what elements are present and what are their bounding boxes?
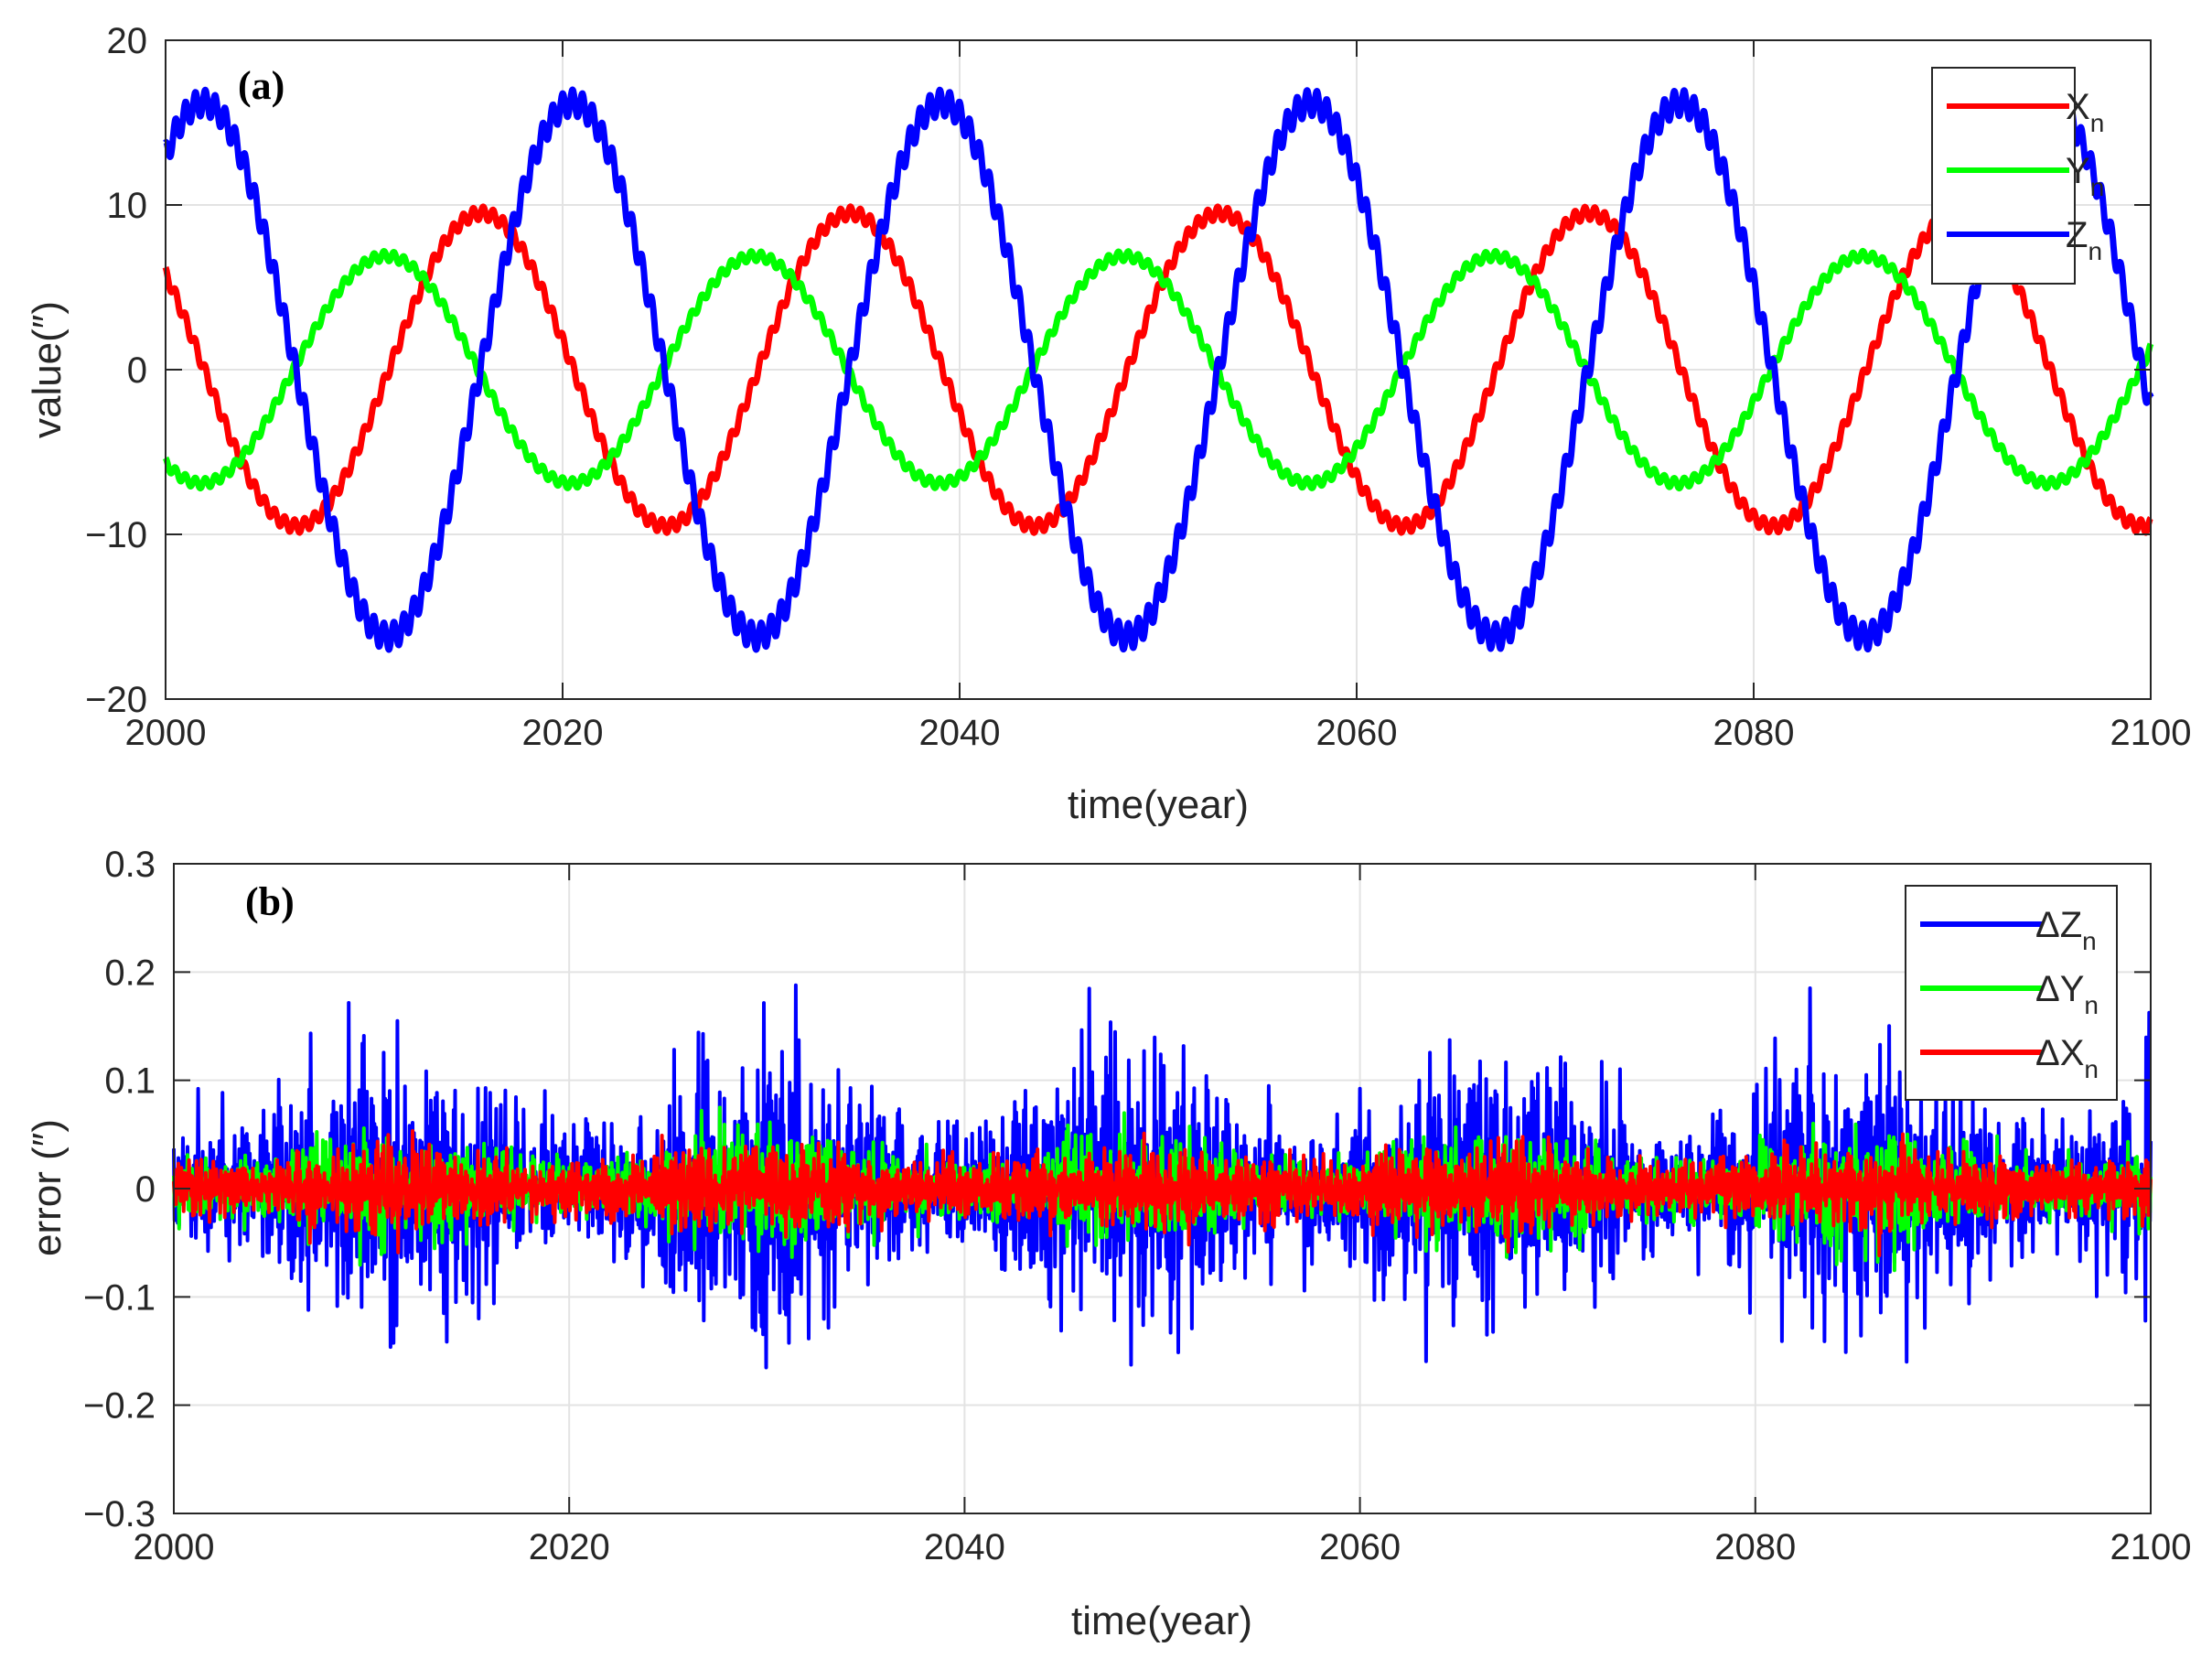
x-tick-label: 2000 — [134, 1527, 215, 1567]
panel-b-label: (b) — [245, 879, 295, 924]
x-tick-label: 2100 — [2110, 713, 2192, 753]
panel-b-ylabel: error (″) — [25, 1119, 70, 1256]
y-tick-label: 0 — [127, 350, 147, 391]
series-line-z — [163, 86, 2154, 653]
y-tick-label: 0.3 — [104, 845, 156, 885]
x-tick-label: 2080 — [1713, 713, 1795, 753]
y-tick-label: 0 — [135, 1169, 156, 1210]
y-tick-label: −0.1 — [83, 1277, 156, 1318]
series-line-y — [162, 247, 2154, 492]
panel-a-label: (a) — [238, 63, 285, 108]
x-tick-label: 2060 — [1319, 1527, 1401, 1567]
x-tick-label: 2040 — [919, 713, 1001, 753]
y-tick-label: −0.2 — [83, 1386, 156, 1427]
x-tick-label: 2040 — [924, 1527, 1005, 1567]
x-tick-label: 2020 — [529, 1527, 610, 1567]
series-line-delta-x — [172, 1129, 2153, 1257]
x-tick-label: 2060 — [1316, 713, 1398, 753]
y-tick-label: 10 — [107, 186, 148, 226]
panel-b-ticks: 2000 2020 2040 2060 2080 2100 −0.3 −0.2 −0.1 0 0.1… — [83, 845, 2191, 1567]
y-tick-label: 0.1 — [104, 1061, 156, 1102]
y-tick-label: −0.3 — [83, 1494, 156, 1534]
series-line-x — [162, 203, 2153, 536]
legend-box — [1931, 67, 2076, 285]
panel-a-xlabel: time(year) — [1068, 782, 1249, 827]
y-tick-label: 0.2 — [104, 953, 156, 993]
panel-a-ticks: 2000 2020 2040 2060 2080 2100 −20 −10 0 10 20 — [85, 21, 2191, 753]
y-tick-label: −10 — [85, 515, 147, 555]
x-tick-label: 2100 — [2110, 1527, 2192, 1567]
x-tick-label: 2080 — [1714, 1527, 1796, 1567]
panel-b: 2000 2020 2040 2060 2080 2100 −0.3 −0.2 −0.1 0 0.1… — [25, 845, 2191, 1643]
panel-a-grid — [166, 40, 2151, 699]
panel-b-series — [172, 983, 2153, 1370]
panel-a-series — [162, 86, 2154, 653]
x-tick-label: 2020 — [522, 713, 604, 753]
y-tick-label: 20 — [107, 21, 148, 61]
y-tick-label: −20 — [85, 680, 147, 720]
panel-b-xlabel: time(year) — [1071, 1599, 1252, 1643]
panel-a-ylabel: value(″) — [25, 301, 70, 438]
x-tick-label: 2000 — [125, 713, 207, 753]
